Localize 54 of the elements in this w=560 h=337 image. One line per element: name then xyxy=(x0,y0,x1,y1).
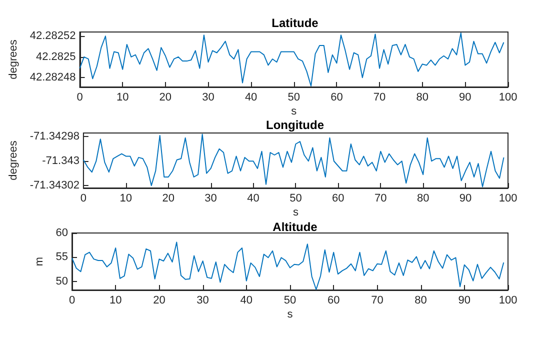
x-tick-label: 10 xyxy=(120,192,132,204)
chart-title: Latitude xyxy=(272,16,319,30)
x-tick-label: 30 xyxy=(204,192,217,204)
x-tick-label: 20 xyxy=(153,294,166,306)
x-tick-label: 80 xyxy=(414,294,427,306)
x-tick-label: 40 xyxy=(244,92,258,104)
y-tick-label: -71.34298 xyxy=(30,130,80,143)
x-tick-label: 30 xyxy=(202,92,214,104)
x-tick-label: 20 xyxy=(162,192,174,204)
y-tick-label: -71.34302 xyxy=(30,180,80,192)
x-axis-title: s xyxy=(291,106,298,118)
x-tick-label: 90 xyxy=(459,92,472,104)
x-axis-title: s xyxy=(292,206,299,218)
x-tick-label: 0 xyxy=(76,92,83,104)
line-series xyxy=(72,242,504,290)
x-tick-label: 50 xyxy=(290,192,302,204)
chart-title: Altitude xyxy=(272,220,318,234)
x-tick-label: 40 xyxy=(247,192,260,204)
x-tick-label: 10 xyxy=(109,294,122,306)
chart-title: Longitude xyxy=(266,118,324,132)
x-tick-label: 60 xyxy=(332,192,344,204)
x-tick-label: 70 xyxy=(374,192,387,204)
y-tick-label: 50 xyxy=(56,275,68,288)
x-tick-label: 50 xyxy=(288,92,300,104)
x-tick-label: 40 xyxy=(240,294,253,306)
line-series xyxy=(82,134,504,188)
y-axis-title: degrees xyxy=(8,39,20,80)
x-tick-label: 60 xyxy=(327,294,340,306)
x-tick-label: 70 xyxy=(371,294,384,306)
y-axis-title: degrees xyxy=(8,140,20,180)
line-series xyxy=(79,32,504,86)
x-tick-label: 60 xyxy=(330,92,343,104)
y-tick-label: 55 xyxy=(56,251,68,264)
x-axis-title: s xyxy=(287,308,294,320)
y-tick-label: -71.343 xyxy=(42,155,80,168)
x-tick-label: 0 xyxy=(80,192,87,204)
x-tick-label: 100 xyxy=(498,92,518,104)
y-axis-title: m xyxy=(33,256,46,266)
x-tick-label: 90 xyxy=(459,192,472,204)
x-tick-label: 50 xyxy=(284,294,296,306)
y-tick-label: 60 xyxy=(56,227,68,239)
y-tick-label: 42.28252 xyxy=(30,30,76,42)
x-tick-label: 70 xyxy=(373,92,386,104)
y-tick-label: 42.28248 xyxy=(30,72,76,84)
y-tick-label: 42.2825 xyxy=(36,50,76,63)
x-tick-label: 90 xyxy=(458,294,471,306)
x-tick-label: 100 xyxy=(498,192,518,204)
x-tick-label: 30 xyxy=(196,294,209,306)
x-tick-label: 100 xyxy=(498,294,518,306)
x-tick-label: 80 xyxy=(416,192,430,204)
x-tick-label: 80 xyxy=(416,92,428,104)
x-tick-label: 20 xyxy=(159,92,172,104)
x-tick-label: 0 xyxy=(68,294,76,306)
x-tick-label: 10 xyxy=(116,92,129,104)
